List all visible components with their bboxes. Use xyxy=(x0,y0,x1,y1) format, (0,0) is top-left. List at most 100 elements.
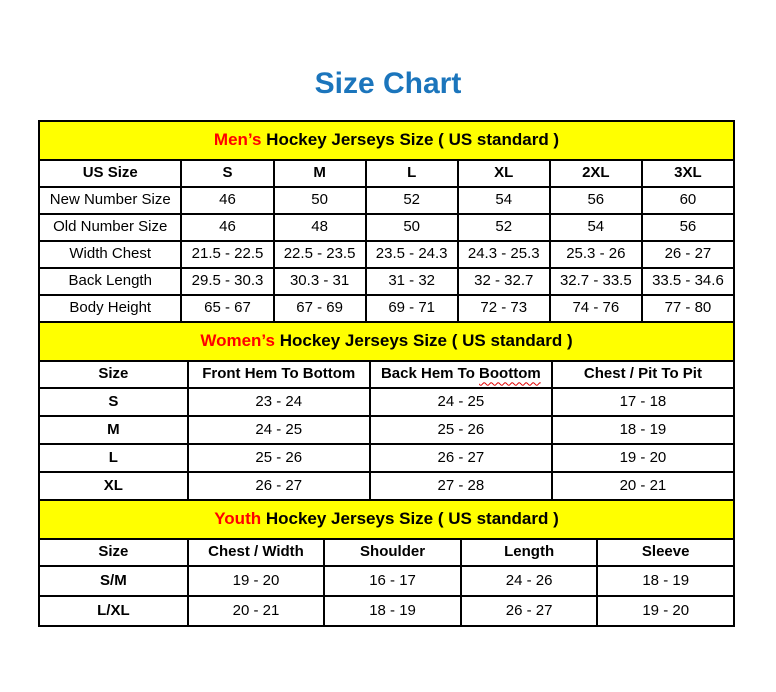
size-cell: 17 - 18 xyxy=(550,387,736,417)
mens-header-row: US Size S M L XL 2XL 3XL xyxy=(37,159,736,188)
table-row: Width Chest 21.5 - 22.5 22.5 - 23.5 23.5… xyxy=(37,240,736,269)
size-tables-container: Men’s Hockey Jerseys Size ( US standard … xyxy=(37,120,736,627)
column-header: Length xyxy=(459,538,599,567)
size-cell: 16 - 17 xyxy=(323,565,462,597)
table-row: Old Number Size 46 48 50 52 54 56 xyxy=(37,213,736,242)
size-cell: 74 - 76 xyxy=(548,294,643,323)
size-cell: 19 - 20 xyxy=(550,443,736,473)
column-header: Size xyxy=(38,538,189,567)
size-cell: 26 - 27 xyxy=(459,595,599,627)
size-cell: 67 - 69 xyxy=(272,294,367,323)
row-label: S/M xyxy=(38,565,189,597)
table-row: New Number Size 46 50 52 54 56 60 xyxy=(37,186,736,215)
table-row: M 24 - 25 25 - 26 18 - 19 xyxy=(38,415,736,445)
size-cell: 50 xyxy=(364,213,459,242)
size-cell: 31 - 32 xyxy=(364,267,459,296)
mens-title-highlight: Men’s xyxy=(213,130,262,150)
column-header: US Size xyxy=(37,159,183,188)
column-header: Front Hem To Bottom xyxy=(186,360,371,389)
row-label: S xyxy=(38,387,189,417)
size-cell: 18 - 19 xyxy=(596,565,735,597)
size-cell: 52 xyxy=(364,186,459,215)
youth-size-table: Youth Hockey Jerseys Size ( US standard … xyxy=(38,499,735,627)
row-label: Width Chest xyxy=(37,240,183,269)
row-label: New Number Size xyxy=(37,186,183,215)
size-cell: 46 xyxy=(180,186,275,215)
size-cell: 52 xyxy=(456,213,551,242)
size-cell: 27 - 28 xyxy=(368,471,553,501)
size-cell: 54 xyxy=(456,186,551,215)
row-label: Body Height xyxy=(37,294,183,323)
size-cell: 20 - 21 xyxy=(186,595,326,627)
column-header: M xyxy=(272,159,367,188)
back-hem-prefix: Back Hem To xyxy=(380,365,480,383)
row-label: M xyxy=(38,415,189,445)
table-row: S/M 19 - 20 16 - 17 24 - 26 18 - 19 xyxy=(38,565,735,597)
row-label: L xyxy=(38,443,189,473)
size-cell: 69 - 71 xyxy=(364,294,459,323)
size-cell: 30.3 - 31 xyxy=(272,267,367,296)
column-header: Sleeve xyxy=(596,538,735,567)
size-cell: 25.3 - 26 xyxy=(548,240,643,269)
size-cell: 65 - 67 xyxy=(180,294,275,323)
column-header: S xyxy=(180,159,275,188)
womens-table-title: Women’s Hockey Jerseys Size ( US standar… xyxy=(38,321,735,362)
size-cell: 56 xyxy=(640,213,736,242)
size-cell: 24 - 25 xyxy=(368,387,553,417)
size-cell: 26 - 27 xyxy=(368,443,553,473)
size-cell: 18 - 19 xyxy=(550,415,736,445)
size-cell: 29.5 - 30.3 xyxy=(180,267,275,296)
womens-size-table: Women’s Hockey Jerseys Size ( US standar… xyxy=(38,321,736,501)
size-cell: 23.5 - 24.3 xyxy=(364,240,459,269)
page-title: Size Chart xyxy=(314,67,462,100)
size-cell: 23 - 24 xyxy=(186,387,371,417)
womens-header-row: Size Front Hem To Bottom Back Hem To Boo… xyxy=(38,360,736,389)
size-cell: 56 xyxy=(548,186,643,215)
mens-title-rest: Hockey Jerseys Size ( US standard ) xyxy=(261,130,560,150)
womens-title-rest: Hockey Jerseys Size ( US standard ) xyxy=(274,331,573,351)
size-cell: 19 - 20 xyxy=(596,595,735,627)
table-row: Back Length 29.5 - 30.3 30.3 - 31 31 - 3… xyxy=(37,267,736,296)
size-cell: 25 - 26 xyxy=(186,443,371,473)
youth-header-row: Size Chest / Width Shoulder Length Sleev… xyxy=(38,538,735,567)
size-cell: 46 xyxy=(180,213,275,242)
mens-table-title: Men’s Hockey Jerseys Size ( US standard … xyxy=(38,120,735,161)
size-cell: 50 xyxy=(272,186,367,215)
table-row: Body Height 65 - 67 67 - 69 69 - 71 72 -… xyxy=(37,294,736,323)
size-cell: 24 - 26 xyxy=(459,565,599,597)
column-header: Back Hem To Boottom xyxy=(368,360,553,389)
table-row: L/XL 20 - 21 18 - 19 26 - 27 19 - 20 xyxy=(38,595,735,627)
size-cell: 19 - 20 xyxy=(186,565,326,597)
row-label: L/XL xyxy=(38,595,189,627)
size-cell: 20 - 21 xyxy=(550,471,736,501)
mens-size-table: Men’s Hockey Jerseys Size ( US standard … xyxy=(37,120,736,323)
size-cell: 25 - 26 xyxy=(368,415,553,445)
size-cell: 21.5 - 22.5 xyxy=(180,240,275,269)
column-header: Shoulder xyxy=(323,538,462,567)
youth-table-title: Youth Hockey Jerseys Size ( US standard … xyxy=(38,499,735,540)
table-row: S 23 - 24 24 - 25 17 - 18 xyxy=(38,387,736,417)
size-cell: 26 - 27 xyxy=(640,240,736,269)
mens-table-band: Men’s Hockey Jerseys Size ( US standard … xyxy=(38,120,735,161)
size-cell: 24 - 25 xyxy=(186,415,371,445)
size-cell: 22.5 - 23.5 xyxy=(272,240,367,269)
size-cell: 26 - 27 xyxy=(186,471,371,501)
youth-title-highlight: Youth xyxy=(214,509,262,529)
size-cell: 60 xyxy=(640,186,736,215)
column-header: L xyxy=(364,159,459,188)
row-label: Back Length xyxy=(37,267,183,296)
table-row: XL 26 - 27 27 - 28 20 - 21 xyxy=(38,471,736,501)
column-header: 3XL xyxy=(640,159,736,188)
size-cell: 54 xyxy=(548,213,643,242)
column-header: Chest / Pit To Pit xyxy=(550,360,736,389)
column-header: Size xyxy=(38,360,189,389)
size-cell: 24.3 - 25.3 xyxy=(456,240,551,269)
womens-table-band: Women’s Hockey Jerseys Size ( US standar… xyxy=(38,321,735,362)
size-cell: 77 - 80 xyxy=(640,294,736,323)
size-cell: 48 xyxy=(272,213,367,242)
youth-table-band: Youth Hockey Jerseys Size ( US standard … xyxy=(38,499,735,540)
size-cell: 33.5 - 34.6 xyxy=(640,267,736,296)
column-header: Chest / Width xyxy=(186,538,326,567)
youth-title-rest: Hockey Jerseys Size ( US standard ) xyxy=(261,509,559,529)
